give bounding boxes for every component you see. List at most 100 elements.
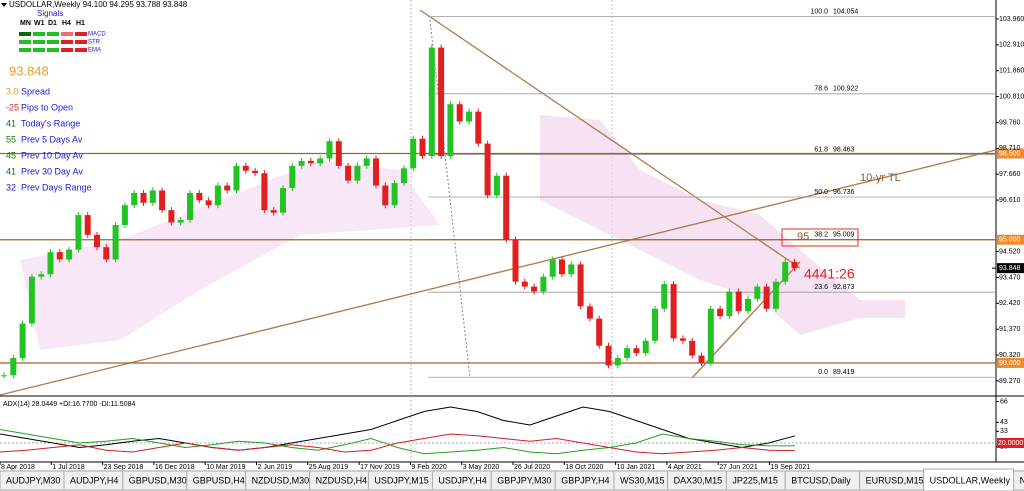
candle — [782, 261, 789, 282]
fib-price: 95.009 — [833, 231, 855, 238]
tab-label[interactable]: BTCUSD,Daily — [791, 475, 851, 485]
y-tick-label: 102.910 — [999, 42, 1024, 49]
candle — [28, 276, 35, 324]
candle — [707, 308, 714, 363]
candle — [214, 185, 221, 206]
tabs: AUDJPY,M30 AUDJPY,H4 GBPUSD,M30 GBPUSD,H4 NZ… — [0, 468, 1024, 491]
current-price-box — [997, 263, 1024, 274]
x-tick-label: 17 Nov 2019 — [360, 464, 400, 471]
cloud — [20, 160, 440, 350]
tab-label[interactable]: DAX30,M15 — [674, 475, 723, 485]
fib-price: 104.054 — [833, 9, 858, 16]
candle — [289, 165, 296, 189]
candle — [177, 220, 184, 223]
candle — [614, 358, 621, 366]
signal-box — [47, 32, 59, 36]
candle — [438, 47, 445, 156]
signal-box — [33, 40, 45, 44]
candle — [540, 276, 547, 292]
tab-label[interactable]: JP225,M15 — [732, 475, 778, 485]
tab-label[interactable]: USDOLLAR,Weekly — [930, 475, 1011, 485]
tab-label[interactable]: EURUSD,M15 — [866, 475, 924, 485]
signal-box — [19, 48, 31, 52]
fib-level: 0.0 — [818, 369, 828, 376]
fib-level: 78.6 — [814, 86, 828, 93]
candle — [382, 185, 389, 206]
y-tick-label: 97.660 — [999, 171, 1021, 178]
adx-line — [0, 429, 796, 455]
stat-value: -25 — [6, 102, 19, 112]
tab-label[interactable]: GBPJPY,H4 — [561, 475, 609, 485]
tab-label[interactable]: WS30,M15 — [620, 475, 665, 485]
stat-label: Spread — [21, 86, 50, 96]
cloud — [540, 115, 905, 335]
candle — [391, 183, 398, 206]
y-tick-label: 100.810 — [999, 93, 1024, 100]
tab-label[interactable]: GBPUSD,M30 — [129, 475, 187, 485]
fib-price: 89.419 — [833, 369, 855, 376]
candle — [280, 188, 286, 213]
candle — [373, 158, 379, 186]
signal-box — [19, 32, 31, 36]
stat-value: 32 — [6, 182, 16, 192]
candle — [252, 170, 259, 174]
tab-label[interactable]: AUDJPY,M30 — [6, 475, 60, 485]
tab-label[interactable]: GBPJPY,M30 — [497, 475, 551, 485]
candle — [717, 308, 724, 317]
x-tick-label: 2 Jun 2019 — [258, 464, 293, 471]
trendline-label: 10-yr TL — [860, 172, 901, 184]
tab-label[interactable]: USDJPY,M15 — [374, 475, 428, 485]
down-trendline — [419, 9, 801, 269]
stat-value: 45 — [6, 150, 16, 160]
y-tick-label: 96.610 — [999, 197, 1021, 204]
x-tick-label: 10 Mar 2019 — [206, 464, 245, 471]
signal-box — [47, 48, 59, 52]
candle — [112, 224, 119, 260]
price-axis: 103.960 102.910 101.860 100.810 99.760 98.710… — [996, 16, 1024, 385]
x-tick-label: 19 Sep 2021 — [771, 464, 811, 471]
candle — [698, 355, 705, 363]
candle — [735, 291, 742, 312]
candle — [326, 141, 333, 159]
candle — [531, 286, 538, 292]
timeframe: MN — [20, 20, 31, 27]
candle — [66, 249, 73, 260]
candle — [187, 192, 193, 221]
candle — [56, 252, 63, 260]
fib-price: 96.736 — [833, 189, 855, 196]
candle — [140, 192, 147, 203]
candle — [745, 298, 751, 312]
level-box — [997, 234, 1024, 245]
candle — [47, 252, 54, 275]
level-box-label: 95 — [797, 231, 809, 243]
adx-label: ADX(14) 28.0449 +DI:16.7700 -DI:11.5084 — [3, 401, 135, 408]
candle — [521, 281, 528, 287]
menu-arrow[interactable] — [1, 3, 7, 7]
tab[interactable] — [1013, 470, 1024, 491]
indicator: STR — [88, 40, 101, 46]
candle — [354, 165, 361, 181]
tab-label[interactable]: NZDUSD,M30 — [252, 475, 310, 485]
fib-anchor — [429, 19, 471, 379]
candle — [428, 47, 435, 156]
tab-label[interactable]: NZDUSD,H4 — [316, 475, 368, 485]
candle — [447, 104, 454, 156]
y-tick-label: 103.960 — [999, 16, 1024, 23]
tab-label[interactable]: USDJPY,H4 — [438, 475, 486, 485]
candle — [475, 111, 482, 144]
x-tick-label: 3 May 2020 — [463, 464, 500, 471]
level-label: 95.000 — [999, 237, 1021, 244]
timeframe: W1 — [34, 20, 45, 27]
tab-label[interactable]: AUDJPY,H4 — [70, 475, 118, 485]
stat-value: 55 — [6, 134, 16, 144]
candle — [94, 234, 100, 248]
tab-label[interactable]: NDX100,M15 — [1020, 475, 1024, 485]
x-tick-label: 8 Apr 2018 — [1, 464, 35, 471]
candle — [670, 284, 677, 339]
candle — [689, 340, 696, 356]
candle — [754, 286, 761, 299]
tab-label[interactable]: GBPUSD,H4 — [193, 475, 245, 485]
